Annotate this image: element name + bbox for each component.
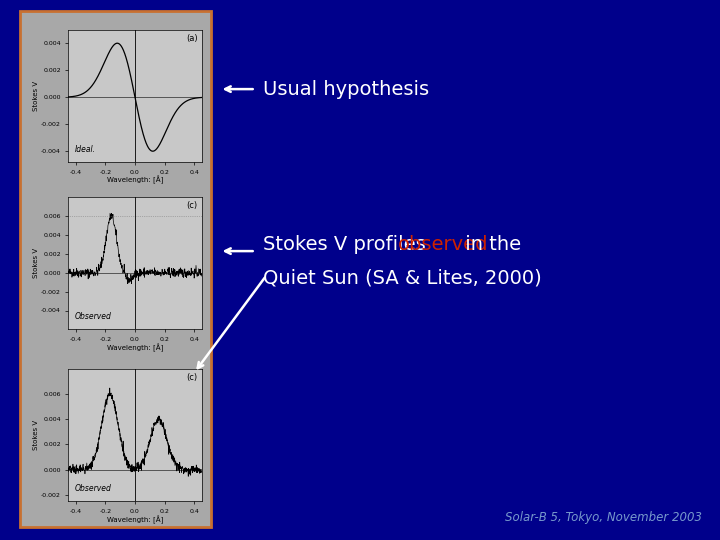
Y-axis label: Stokes V: Stokes V (34, 420, 40, 450)
Text: (a): (a) (186, 33, 197, 43)
Text: in the: in the (459, 234, 521, 254)
Text: Stokes V profiles: Stokes V profiles (263, 234, 432, 254)
Text: (c): (c) (186, 373, 197, 382)
Text: (c): (c) (186, 201, 197, 210)
Text: Ideal.: Ideal. (75, 145, 96, 154)
Text: Quiet Sun (SA & Lites, 2000): Quiet Sun (SA & Lites, 2000) (263, 268, 541, 288)
Text: observed: observed (398, 234, 489, 254)
Y-axis label: Stokes V: Stokes V (34, 248, 40, 278)
Text: Solar-B 5, Tokyo, November 2003: Solar-B 5, Tokyo, November 2003 (505, 511, 702, 524)
Text: Observed: Observed (75, 484, 112, 493)
Y-axis label: Stokes V: Stokes V (34, 81, 40, 111)
Text: Usual hypothesis: Usual hypothesis (263, 79, 429, 99)
X-axis label: Wavelength: [Å]: Wavelength: [Å] (107, 343, 163, 352)
Text: Observed: Observed (75, 313, 112, 321)
X-axis label: Wavelength: [Å]: Wavelength: [Å] (107, 515, 163, 524)
X-axis label: Wavelength: [Å]: Wavelength: [Å] (107, 176, 163, 185)
